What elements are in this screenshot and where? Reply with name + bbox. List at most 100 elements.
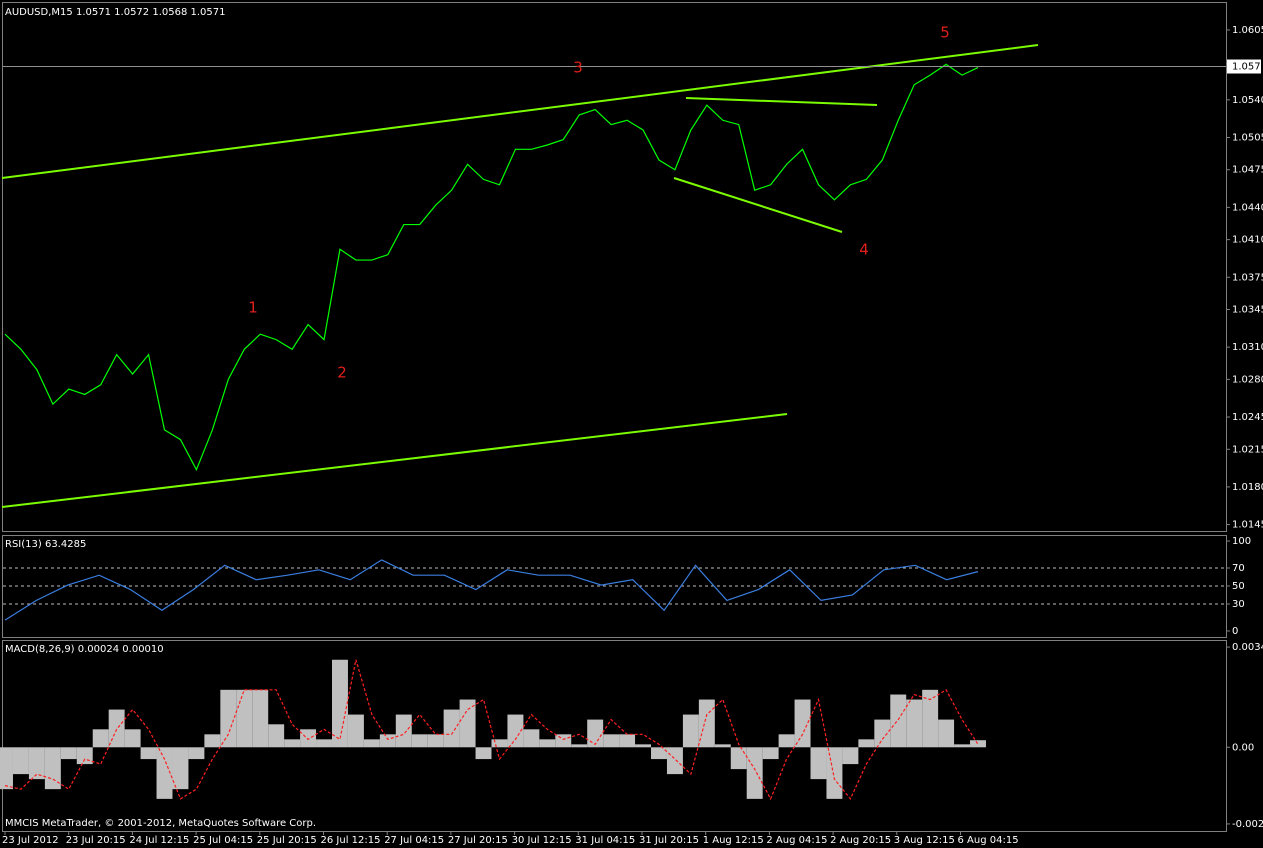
y-tick-label: 50: [1232, 581, 1245, 592]
histogram-bar: [714, 744, 731, 748]
histogram-bar: [172, 747, 189, 790]
histogram-bar: [108, 709, 125, 748]
histogram-bar: [874, 719, 891, 748]
y-tick-label: 0.0034: [1232, 642, 1263, 653]
x-tick-label: 30 Jul 12:15: [512, 835, 572, 846]
x-tick-label: 31 Jul 20:15: [639, 835, 699, 846]
y-tick-label: 1.0375: [1232, 272, 1263, 283]
x-tick-label: 23 Jul 20:15: [66, 835, 126, 846]
x-tick-label: 6 Aug 04:15: [958, 835, 1019, 846]
y-tick-label: 1.0540: [1232, 95, 1263, 106]
histogram-bar: [858, 739, 875, 748]
wave-label: 5: [940, 24, 950, 42]
histogram-bar: [284, 739, 301, 748]
y-tick-label: 1.0505: [1232, 132, 1263, 143]
x-tick-label: 3 Aug 12:15: [894, 835, 955, 846]
y-tick-label: 1.0145: [1232, 520, 1263, 531]
y-tick-label: 70: [1232, 563, 1245, 574]
wave-label: 1: [248, 299, 258, 317]
histogram-bar: [76, 747, 93, 765]
histogram-bar: [890, 694, 907, 748]
y-tick-label: 0.00: [1232, 742, 1254, 753]
y-tick-label: 1.0245: [1232, 412, 1263, 423]
trendline: [673, 177, 843, 233]
x-tick-label: 2 Aug 20:15: [830, 835, 891, 846]
histogram-bar: [379, 734, 396, 748]
histogram-bar: [268, 724, 285, 748]
histogram-bar: [682, 714, 699, 748]
trendline: [1, 44, 1039, 179]
histogram-bar: [236, 689, 253, 748]
y-tick-label: 1.0180: [1232, 482, 1263, 493]
current-price-label: 1.0571: [1232, 62, 1263, 73]
histogram-bar: [411, 734, 428, 748]
x-tick-label: 27 Jul 04:15: [384, 835, 444, 846]
histogram-bar: [300, 729, 317, 748]
histogram-bar: [619, 734, 636, 748]
macd-panel: [2, 640, 1227, 832]
line-series: [4, 559, 979, 621]
y-tick-label: 100: [1232, 536, 1251, 547]
histogram-bar: [842, 747, 859, 765]
histogram-bar: [954, 744, 971, 748]
histogram-bar: [906, 699, 923, 748]
x-tick-label: 31 Jul 04:15: [575, 835, 635, 846]
symbol: AUDUSD,M15: [5, 7, 73, 18]
y-tick-label: -0.0026: [1232, 819, 1263, 830]
histogram-bar: [475, 747, 492, 760]
histogram-bar: [778, 734, 795, 748]
trendline: [1, 413, 788, 508]
histogram-bar: [523, 729, 540, 748]
histogram-bar: [427, 734, 444, 748]
histogram-bar: [938, 719, 955, 748]
y-tick-label: 30: [1232, 599, 1245, 610]
wave-label: 2: [337, 364, 347, 382]
histogram-bar: [635, 744, 652, 748]
histogram-bar: [651, 747, 667, 760]
histogram-bar: [794, 699, 811, 748]
histogram-bar: [124, 729, 141, 748]
histogram-bar: [92, 729, 109, 748]
x-tick-label: 1 Aug 12:15: [703, 835, 764, 846]
histogram-bar: [698, 699, 715, 748]
histogram-bar: [220, 689, 237, 748]
histogram-bar: [603, 734, 620, 748]
histogram-bar: [730, 747, 747, 770]
histogram-bar: [587, 719, 604, 748]
y-tick-label: 1.0345: [1232, 305, 1263, 316]
y-tick-label: 1.0410: [1232, 235, 1263, 246]
histogram-bar: [539, 739, 556, 748]
histogram-bar: [571, 744, 588, 748]
histogram-bar: [395, 714, 412, 748]
histogram-bar: [140, 747, 157, 760]
histogram-bar: [347, 714, 364, 748]
copyright: MMCIS MetaTrader, © 2001-2012, MetaQuote…: [5, 818, 316, 829]
quote: 1.0571 1.0572 1.0568 1.0571: [76, 7, 226, 18]
histogram-bar: [922, 689, 939, 748]
histogram-bar: [0, 747, 13, 790]
y-tick-label: 1.0310: [1232, 342, 1263, 353]
histogram-bar: [316, 739, 332, 748]
main-panel: [2, 2, 1227, 532]
y-tick-label: 1.0215: [1232, 444, 1263, 455]
x-tick-label: 24 Jul 12:15: [129, 835, 189, 846]
x-tick-label: 27 Jul 20:15: [448, 835, 508, 846]
panel-title: RSI(13) 63.4285: [5, 539, 86, 550]
histogram-bar: [666, 747, 683, 775]
x-tick-label: 25 Jul 04:15: [193, 835, 253, 846]
histogram-bar: [826, 747, 843, 799]
x-tick-label: 23 Jul 2012: [2, 835, 59, 846]
current-price-box: [1227, 59, 1261, 74]
histogram-bar: [459, 699, 476, 748]
histogram-bar: [28, 747, 45, 780]
trendlines: [1, 44, 1039, 508]
x-tick-label: 2 Aug 04:15: [766, 835, 827, 846]
histogram-bar: [12, 747, 29, 775]
histogram-bar: [810, 747, 827, 780]
histogram-bar: [44, 747, 61, 790]
y-tick-label: 1.0475: [1232, 165, 1263, 176]
histogram-bar: [188, 747, 205, 760]
y-tick-label: 0: [1232, 626, 1238, 637]
